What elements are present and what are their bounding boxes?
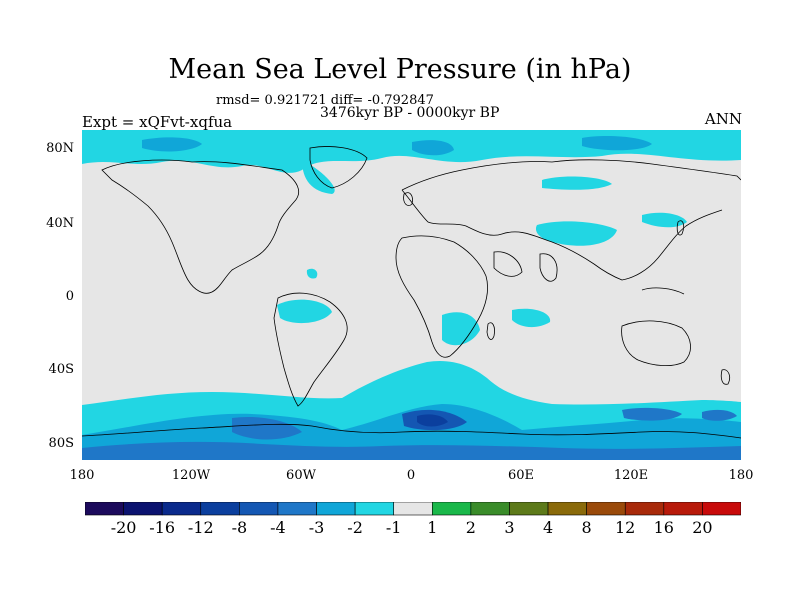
colorbar-label: -3 bbox=[308, 518, 325, 537]
colorbar-swatch bbox=[624, 502, 665, 516]
coastlines bbox=[82, 146, 741, 439]
colorbar-label: 3 bbox=[504, 518, 515, 537]
colorbar-label: 20 bbox=[692, 518, 713, 537]
colorbar-swatch bbox=[123, 502, 163, 516]
lat-label: 80N bbox=[46, 141, 74, 156]
colorbar-swatch bbox=[239, 502, 279, 516]
colorbar-swatch bbox=[161, 502, 202, 516]
colorbar bbox=[85, 502, 741, 516]
lon-label: 60E bbox=[507, 468, 535, 483]
lon-label: 0 bbox=[406, 468, 416, 483]
colorbar-swatch bbox=[663, 502, 703, 516]
lon-label: 180 bbox=[69, 468, 95, 483]
colorbar-label: 1 bbox=[427, 518, 438, 537]
stats-text: rmsd= 0.921721 diff= -0.792847 bbox=[216, 93, 434, 108]
colorbar-swatch bbox=[393, 502, 433, 516]
season-label: ANN bbox=[704, 110, 742, 128]
colorbar-label: -4 bbox=[270, 518, 286, 537]
colorbar-swatch bbox=[702, 502, 741, 516]
lat-label: 40N bbox=[46, 216, 74, 231]
lon-label: 120W bbox=[171, 468, 211, 483]
colorbar-label: -2 bbox=[347, 518, 363, 537]
colorbar-swatch bbox=[470, 502, 510, 516]
colorbar-swatch bbox=[85, 502, 124, 516]
arctic-anomalies bbox=[82, 130, 741, 194]
midlat-anomalies bbox=[277, 212, 687, 346]
pressure-anomaly-map bbox=[82, 130, 741, 460]
colorbar-swatch bbox=[509, 502, 549, 516]
colorbar-swatch bbox=[354, 502, 395, 516]
colorbar-swatch bbox=[200, 502, 240, 516]
colorbar-label: -20 bbox=[110, 518, 137, 537]
colorbar-label: -1 bbox=[385, 518, 402, 537]
colorbar-swatch bbox=[547, 502, 587, 516]
colorbar-label: 8 bbox=[581, 518, 592, 537]
lon-label: 180 bbox=[728, 468, 754, 483]
experiment-label: Expt = xQFvt-xqfua bbox=[82, 113, 233, 131]
lat-label: 0 bbox=[65, 289, 74, 304]
lon-label: 60W bbox=[286, 468, 316, 483]
colorbar-label: 4 bbox=[543, 518, 554, 537]
period-text: 3476kyr BP - 0000kyr BP bbox=[320, 105, 500, 121]
map-svg bbox=[82, 130, 741, 460]
lat-label: 80S bbox=[48, 436, 74, 451]
colorbar-label: -8 bbox=[231, 518, 248, 537]
colorbar-swatch bbox=[277, 502, 317, 516]
colorbar-swatch bbox=[586, 502, 626, 516]
colorbar-label: 16 bbox=[653, 518, 674, 537]
lon-label: 120E bbox=[613, 468, 649, 483]
colorbar-label: -16 bbox=[149, 518, 176, 537]
colorbar-label: 2 bbox=[465, 518, 476, 537]
colorbar-swatch bbox=[316, 502, 356, 516]
colorbar-label: -12 bbox=[187, 518, 214, 537]
colorbar-swatch bbox=[431, 502, 472, 516]
map-title: Mean Sea Level Pressure (in hPa) bbox=[168, 54, 632, 85]
colorbar-label: 12 bbox=[615, 518, 636, 537]
lat-label: 40S bbox=[48, 362, 74, 377]
